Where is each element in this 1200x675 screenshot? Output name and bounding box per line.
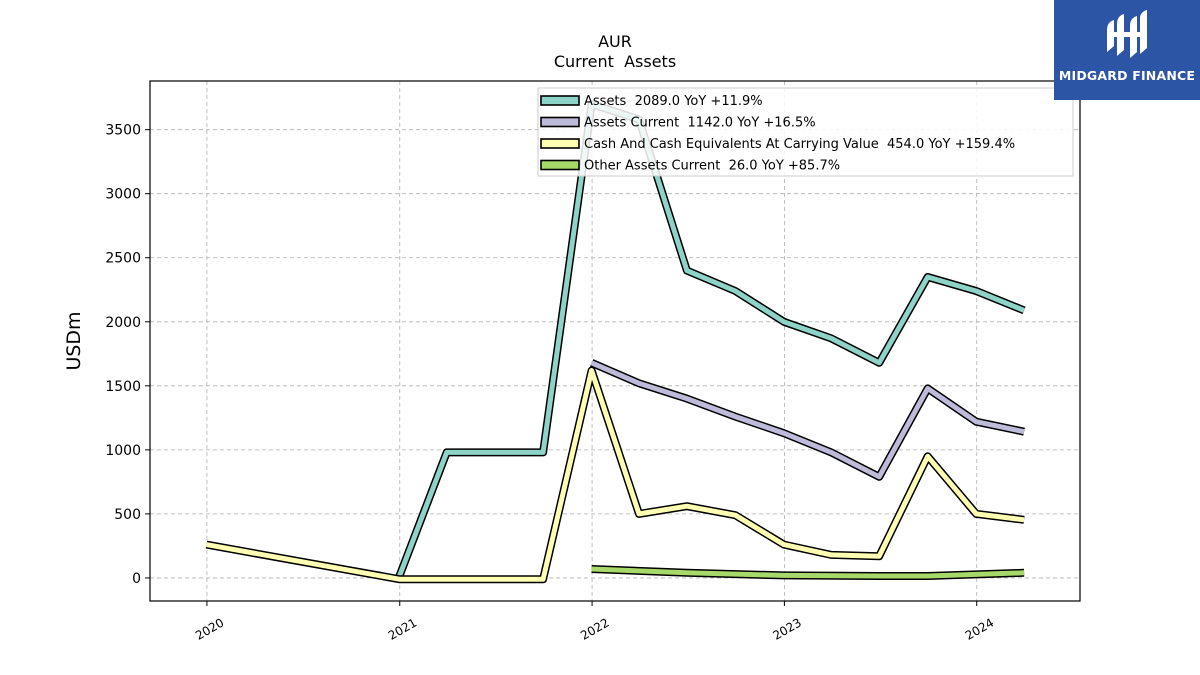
- series-line-assets: [396, 101, 1026, 578]
- x-tick-label: 2024: [963, 615, 996, 642]
- y-tick-label: 0: [132, 571, 141, 587]
- y-tick-label: 3000: [105, 187, 141, 203]
- y-tick-label: 1500: [105, 379, 141, 395]
- x-tick-label: 2021: [386, 615, 419, 642]
- legend-swatch: [540, 159, 580, 171]
- y-axis-label: USDm: [63, 311, 85, 370]
- series-outline-cash-and-cash-equivalents-at-carrying-value: [205, 366, 1025, 584]
- legend-swatch: [540, 116, 580, 128]
- series-line-other-assets-current: [591, 566, 1025, 579]
- legend-box: [537, 87, 1074, 177]
- chart-subtitle: Current Assets: [554, 52, 676, 71]
- series-outline-assets-current: [590, 359, 1025, 481]
- series-line-assets-current: [590, 360, 1025, 480]
- chart-title: AUR: [598, 32, 632, 51]
- x-tick-label: 2020: [193, 615, 226, 642]
- legend: Assets 2089.0 YoY +11.9% Assets Current 1…: [537, 87, 1074, 177]
- plot-frame: [149, 80, 1081, 602]
- legend-entry: Cash And Cash Equivalents At Carrying Va…: [584, 137, 1015, 152]
- y-tick-label: 1000: [105, 443, 141, 459]
- legend-entry: Assets 2089.0 YoY +11.9%: [584, 94, 763, 109]
- legend-entry: Assets Current 1142.0 YoY +16.5%: [584, 116, 816, 131]
- y-tick-label: 2500: [105, 251, 141, 267]
- legend-entry: Other Assets Current 26.0 YoY +85.7%: [584, 159, 840, 174]
- x-tick-label: 2023: [770, 615, 803, 642]
- series-line-cash-and-cash-equivalents-at-carrying-value: [205, 368, 1025, 582]
- y-tick-label: 500: [114, 507, 141, 523]
- brand-name: MIDGARD FINANCE: [1058, 68, 1196, 83]
- series-lines: [205, 100, 1026, 584]
- x-tick-label: 2022: [578, 615, 611, 642]
- legend-swatch: [540, 95, 580, 106]
- y-tick-label: 2000: [105, 315, 141, 331]
- brand-logo: MIDGARD FINANCE: [1054, 0, 1200, 100]
- legend-swatch: [540, 138, 580, 149]
- midgard-logo-icon: [1054, 6, 1200, 70]
- y-tick-label: 3500: [105, 123, 141, 139]
